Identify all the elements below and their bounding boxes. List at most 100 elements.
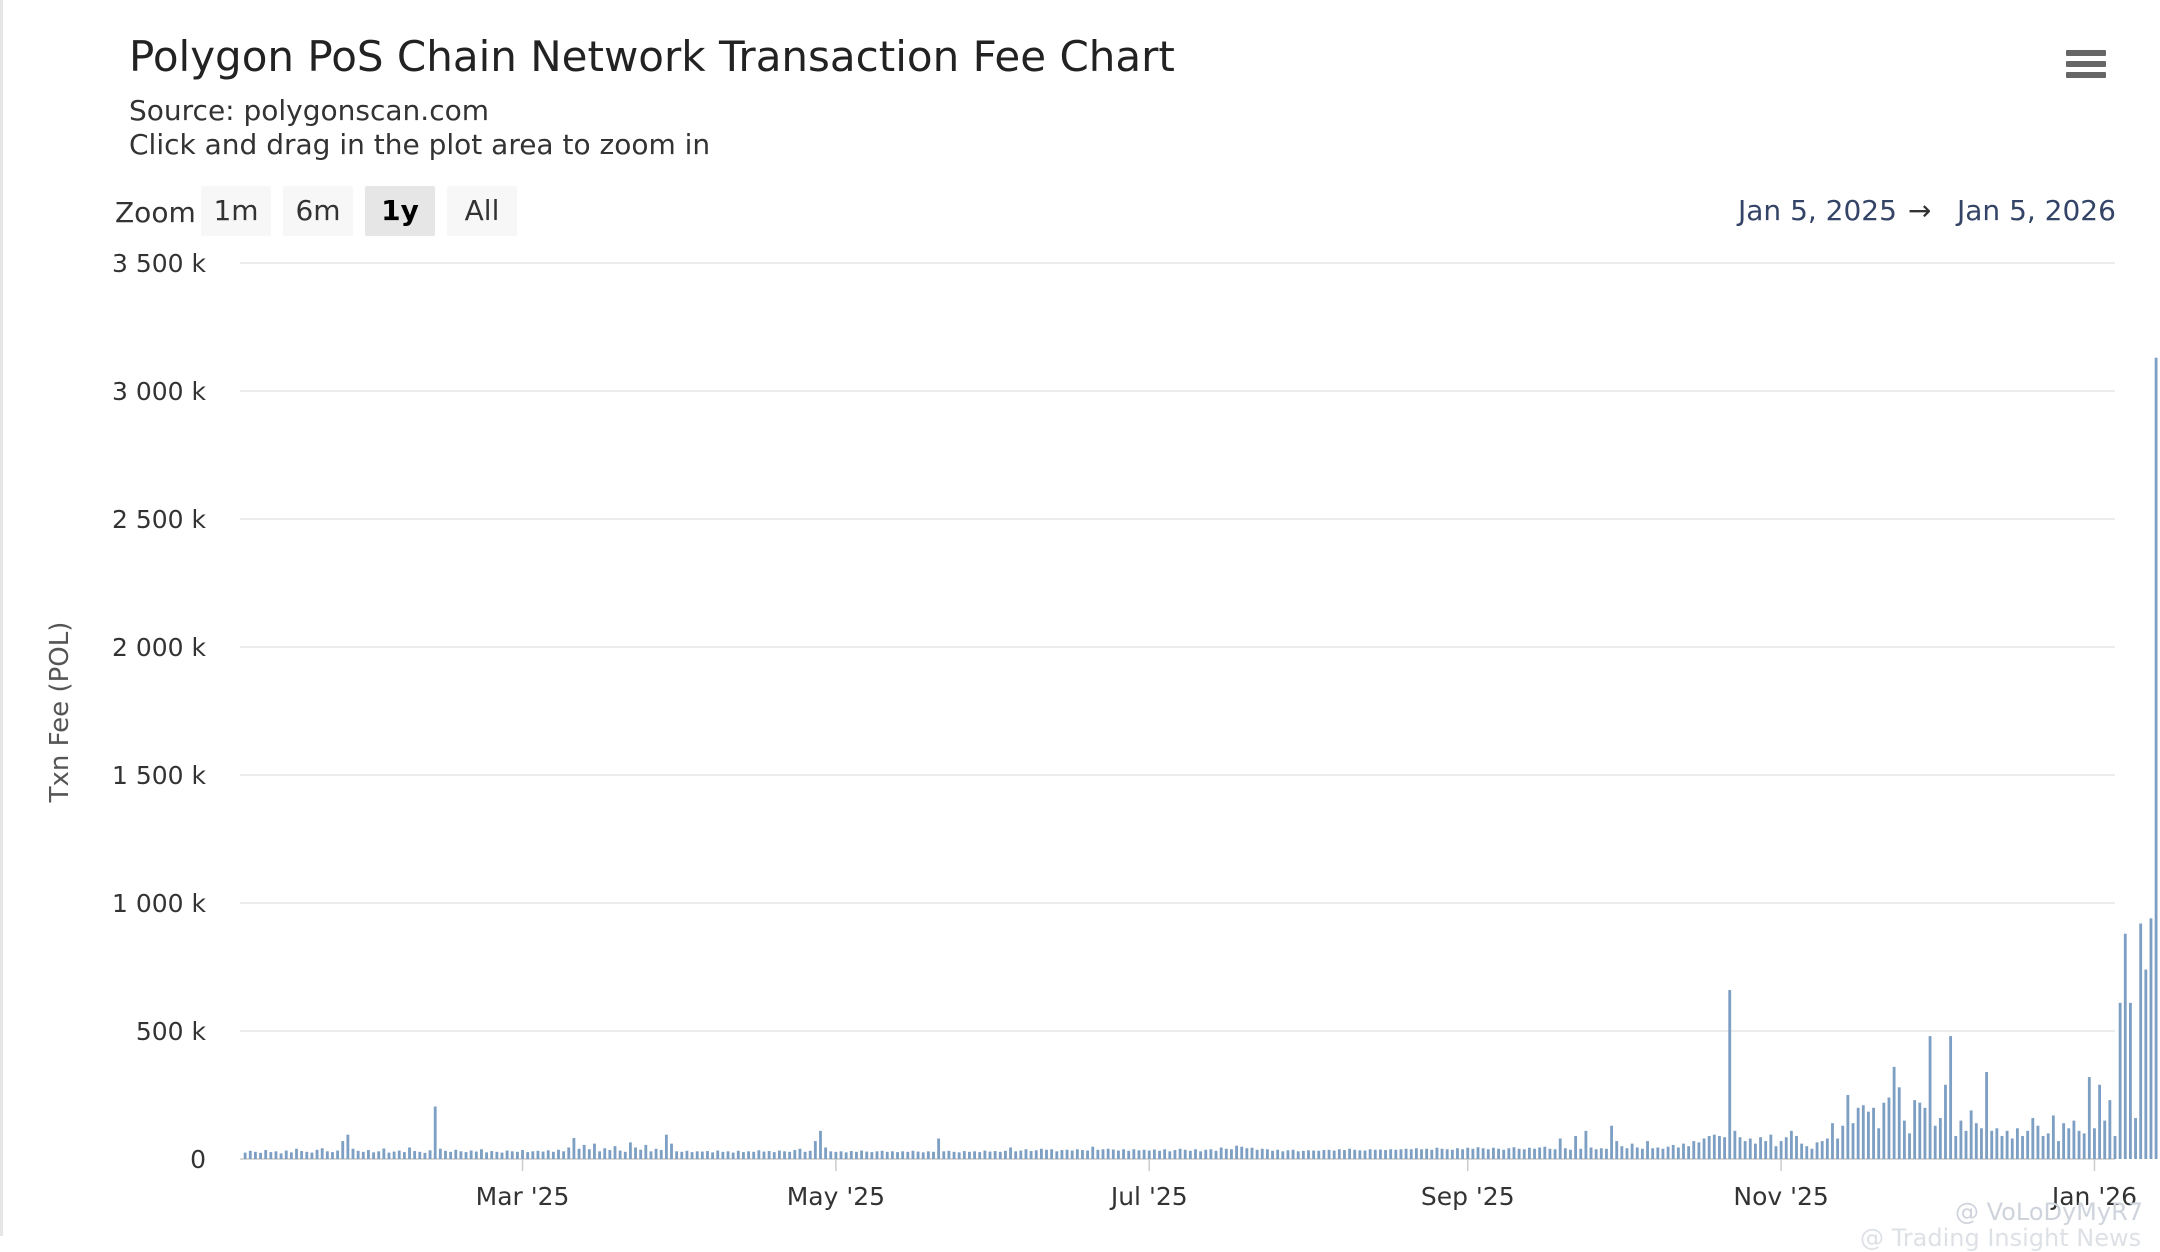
fee-bar[interactable] xyxy=(2123,933,2127,1159)
fee-bar[interactable] xyxy=(1836,1138,1840,1159)
fee-bar[interactable] xyxy=(1348,1148,1352,1159)
fee-bar[interactable] xyxy=(397,1150,401,1159)
fee-bar[interactable] xyxy=(2113,1135,2117,1159)
fee-bar[interactable] xyxy=(1240,1146,1244,1159)
fee-bar[interactable] xyxy=(844,1152,848,1159)
fee-bar[interactable] xyxy=(1034,1150,1038,1159)
fee-bar[interactable] xyxy=(418,1151,422,1159)
fee-bar[interactable] xyxy=(1111,1149,1115,1159)
fee-bar[interactable] xyxy=(1738,1137,1742,1159)
fee-bar[interactable] xyxy=(243,1152,247,1159)
fee-bar[interactable] xyxy=(1548,1148,1552,1159)
fee-bar[interactable] xyxy=(1507,1148,1511,1159)
fee-bar[interactable] xyxy=(1158,1150,1161,1159)
fee-bar[interactable] xyxy=(675,1151,679,1159)
fee-bar[interactable] xyxy=(1676,1147,1680,1159)
fee-bar[interactable] xyxy=(1810,1148,1814,1159)
fee-bar[interactable] xyxy=(1286,1150,1290,1159)
fee-bar[interactable] xyxy=(423,1152,427,1159)
fee-bar[interactable] xyxy=(1563,1148,1567,1159)
fee-bar[interactable] xyxy=(2144,969,2148,1159)
fee-bar[interactable] xyxy=(1543,1146,1547,1159)
fee-bar[interactable] xyxy=(726,1151,730,1159)
fee-bar[interactable] xyxy=(808,1150,812,1159)
fee-bar[interactable] xyxy=(1337,1149,1341,1159)
fee-bar[interactable] xyxy=(1045,1149,1048,1159)
fee-bar[interactable] xyxy=(1168,1151,1172,1159)
zoom-1y-button[interactable]: 1y xyxy=(365,186,435,236)
fee-bar[interactable] xyxy=(1795,1135,1798,1159)
fee-bar[interactable] xyxy=(747,1151,750,1159)
fee-bar[interactable] xyxy=(2118,1002,2122,1159)
fee-bar[interactable] xyxy=(1430,1149,1434,1159)
fee-bar[interactable] xyxy=(680,1151,684,1159)
fee-bar[interactable] xyxy=(1584,1130,1588,1159)
fee-bar[interactable] xyxy=(1877,1128,1881,1159)
fee-bar[interactable] xyxy=(315,1149,319,1159)
fee-bar[interactable] xyxy=(1312,1150,1316,1159)
fee-bar[interactable] xyxy=(644,1144,648,1159)
fee-bar[interactable] xyxy=(973,1151,977,1159)
fee-bar[interactable] xyxy=(1276,1149,1280,1159)
fee-bar[interactable] xyxy=(2000,1135,2004,1159)
fee-bar[interactable] xyxy=(1389,1149,1393,1159)
fee-bar[interactable] xyxy=(1846,1095,1850,1159)
fee-bar[interactable] xyxy=(916,1151,920,1159)
fee-bar[interactable] xyxy=(1872,1107,1875,1159)
fee-bar[interactable] xyxy=(1697,1142,1701,1159)
fee-bar[interactable] xyxy=(1980,1128,1983,1159)
fee-bar[interactable] xyxy=(1666,1146,1670,1159)
fee-bar[interactable] xyxy=(1250,1147,1254,1159)
fee-bar[interactable] xyxy=(459,1151,463,1159)
fee-bar[interactable] xyxy=(983,1150,987,1159)
fee-bar[interactable] xyxy=(926,1151,930,1159)
fee-bar[interactable] xyxy=(1235,1145,1238,1159)
fee-bar[interactable] xyxy=(1944,1084,1947,1159)
fee-bar[interactable] xyxy=(2077,1130,2081,1159)
fee-bar[interactable] xyxy=(788,1151,792,1159)
fee-bar[interactable] xyxy=(906,1151,910,1159)
fee-bar[interactable] xyxy=(968,1151,971,1159)
fee-bar[interactable] xyxy=(474,1151,478,1159)
fee-bar[interactable] xyxy=(2134,1118,2137,1159)
fee-bar[interactable] xyxy=(1995,1128,1999,1159)
fee-bar[interactable] xyxy=(1682,1143,1685,1159)
fee-bar[interactable] xyxy=(685,1150,689,1159)
fee-bar[interactable] xyxy=(1610,1125,1613,1159)
fee-bar[interactable] xyxy=(798,1148,802,1159)
fee-bar[interactable] xyxy=(1882,1102,1886,1159)
fee-bar[interactable] xyxy=(1728,990,1732,1159)
fee-bar[interactable] xyxy=(700,1151,704,1159)
fee-bar[interactable] xyxy=(1574,1135,1578,1159)
fee-bar[interactable] xyxy=(1142,1149,1146,1159)
fee-bar[interactable] xyxy=(819,1130,822,1159)
fee-bar[interactable] xyxy=(1230,1149,1233,1159)
fee-bar[interactable] xyxy=(870,1152,874,1159)
fee-bar[interactable] xyxy=(593,1143,596,1159)
fee-bar[interactable] xyxy=(1414,1148,1418,1159)
fee-bar[interactable] xyxy=(783,1151,786,1159)
fee-bar[interactable] xyxy=(875,1151,879,1159)
fee-bar[interactable] xyxy=(742,1152,745,1159)
fee-bar[interactable] xyxy=(1271,1150,1274,1159)
fee-bar[interactable] xyxy=(865,1151,869,1159)
fee-bar[interactable] xyxy=(880,1150,884,1159)
fee-bar[interactable] xyxy=(1558,1138,1562,1159)
fee-bar[interactable] xyxy=(2026,1130,2030,1159)
fee-bar[interactable] xyxy=(824,1147,828,1159)
fee-bar[interactable] xyxy=(1969,1110,1973,1159)
fee-bar[interactable] xyxy=(551,1151,555,1159)
fee-bar[interactable] xyxy=(772,1152,776,1159)
fee-bar[interactable] xyxy=(1815,1142,1819,1159)
fee-bar[interactable] xyxy=(1527,1147,1531,1159)
fee-bar[interactable] xyxy=(1779,1141,1783,1159)
fee-bar[interactable] xyxy=(2057,1141,2060,1159)
fee-bar[interactable] xyxy=(1127,1150,1131,1159)
fee-bar[interactable] xyxy=(1512,1147,1516,1159)
fee-bar[interactable] xyxy=(962,1151,966,1159)
fee-bar[interactable] xyxy=(1661,1148,1665,1159)
fee-bar[interactable] xyxy=(957,1152,961,1159)
fee-bar[interactable] xyxy=(1363,1150,1367,1159)
fee-bar[interactable] xyxy=(284,1150,288,1159)
